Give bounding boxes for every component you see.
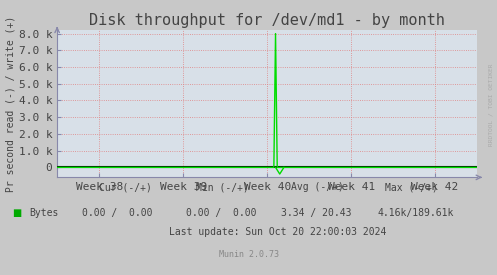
Text: Cur (-/+): Cur (-/+) <box>99 182 152 192</box>
Text: ■: ■ <box>12 208 22 218</box>
Text: 0.00 /  0.00: 0.00 / 0.00 <box>82 208 153 218</box>
Y-axis label: Pr second read (-) / write (+): Pr second read (-) / write (+) <box>6 16 16 192</box>
Text: 3.34 / 20.43: 3.34 / 20.43 <box>281 208 351 218</box>
Text: Avg (-/+): Avg (-/+) <box>291 182 343 192</box>
Text: Max (-/+): Max (-/+) <box>385 182 438 192</box>
Text: 4.16k/189.61k: 4.16k/189.61k <box>378 208 454 218</box>
Text: RRDTOOL / TOBI OETIKER: RRDTOOL / TOBI OETIKER <box>488 63 493 146</box>
Text: Munin 2.0.73: Munin 2.0.73 <box>219 250 279 259</box>
Text: Min (-/+): Min (-/+) <box>196 182 249 192</box>
Title: Disk throughput for /dev/md1 - by month: Disk throughput for /dev/md1 - by month <box>89 13 445 28</box>
Text: 0.00 /  0.00: 0.00 / 0.00 <box>186 208 257 218</box>
Text: Last update: Sun Oct 20 22:00:03 2024: Last update: Sun Oct 20 22:00:03 2024 <box>169 227 386 237</box>
Text: Bytes: Bytes <box>29 208 58 218</box>
